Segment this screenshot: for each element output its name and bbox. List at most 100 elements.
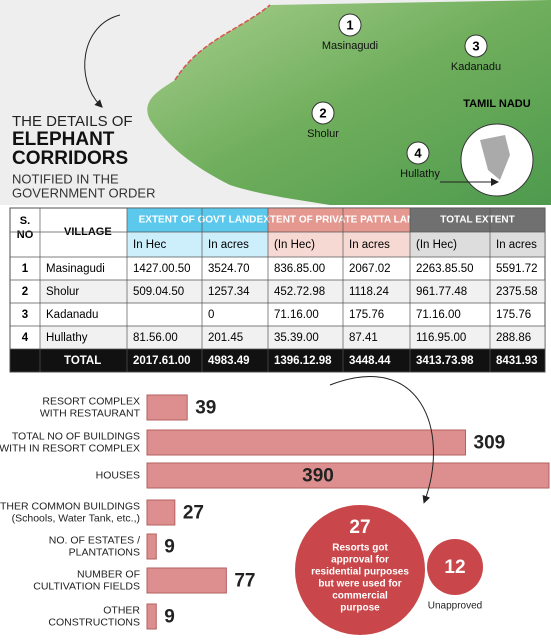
- callout-text: approval for: [331, 555, 389, 566]
- title-main: ELEPHANT: [12, 129, 115, 150]
- marker-name: Masinagudi: [322, 40, 378, 52]
- map: [147, 0, 551, 205]
- category-label: CULTIVATION FIELDS: [33, 580, 140, 592]
- subheader: (In Hec): [416, 239, 457, 251]
- callout-circle: [295, 505, 425, 635]
- subheader: In acres: [496, 239, 537, 251]
- category-label: TOTAL NO OF BUILDINGS: [12, 430, 140, 442]
- table-cell: 1: [22, 263, 29, 275]
- group-header-bg: [127, 208, 268, 232]
- inset-label: TAMIL NADU: [463, 98, 530, 110]
- marker-name: Sholur: [307, 128, 339, 140]
- bar: [146, 462, 550, 489]
- table-cell: 3: [22, 309, 28, 321]
- marker: [464, 34, 488, 58]
- table-cell: 509.04.50: [133, 286, 184, 298]
- table-cell: 836.85.00: [274, 263, 325, 275]
- callout-value: 27: [349, 517, 370, 538]
- category-label: WITH RESTAURANT: [40, 407, 141, 419]
- table-cell: Kadanadu: [46, 309, 98, 321]
- callout-text: residential purposes: [311, 567, 409, 578]
- value-label: 9: [164, 537, 175, 558]
- table-cell: 201.45: [208, 332, 243, 344]
- marker-number: 4: [414, 145, 422, 160]
- callout-text: commercial: [332, 591, 388, 602]
- bar: [146, 567, 227, 594]
- total-cell: 8431.93: [496, 355, 538, 367]
- total-cell: 2017.61.00: [133, 355, 191, 367]
- marker: [338, 13, 362, 37]
- table-cell: 71.16.00: [274, 309, 319, 321]
- category-label: NUMBER OF: [77, 568, 140, 580]
- title-line: THE DETAILS OF: [12, 113, 133, 130]
- table-cell: 4: [22, 332, 29, 344]
- table-cell: 5591.72: [496, 263, 538, 275]
- total-bg: [10, 349, 545, 372]
- category-label: NO. OF ESTATES /: [49, 534, 140, 546]
- table-cell: 2263.85.50: [416, 263, 474, 275]
- value-label: 309: [474, 433, 506, 454]
- category-label: PLANTATIONS: [69, 546, 140, 558]
- table-cell: 288.86: [496, 332, 531, 344]
- callout-value: 12: [444, 557, 465, 578]
- subheader: In acres: [208, 239, 249, 251]
- group-header: EXTENT OF PRIVATE PATTA LAND: [257, 215, 422, 226]
- table-cell: 0: [208, 309, 214, 321]
- row-bg: [40, 326, 545, 349]
- table-cell: 175.76: [496, 309, 531, 321]
- marker-number: 1: [346, 17, 353, 32]
- category-label: CONSTRUCTIONS: [48, 616, 140, 628]
- category-label: WITH IN RESORT COMPLEX: [0, 442, 140, 454]
- callout-arrow: [329, 376, 434, 504]
- subheader-bg: [127, 232, 268, 257]
- callout-text: purpose: [340, 603, 380, 614]
- category-label: OTHER COMMON BUILDINGS: [0, 500, 140, 512]
- total-cell: 3413.73.98: [416, 355, 474, 367]
- title-sub: GOVERNMENT ORDER: [12, 185, 156, 200]
- table-cell: 71.16.00: [416, 309, 461, 321]
- table-cell: 1257.34: [208, 286, 250, 298]
- table-cell: 35.39.00: [274, 332, 319, 344]
- table-cell: 175.76: [349, 309, 384, 321]
- marker-number: 2: [319, 105, 326, 120]
- bar: [146, 394, 188, 421]
- table-cell: 2: [22, 286, 28, 298]
- marker-name: Hullathy: [400, 168, 440, 180]
- table-cell: 2067.02: [349, 263, 391, 275]
- bar: [146, 603, 157, 630]
- table-cell: 81.56.00: [133, 332, 178, 344]
- callout-circle: [427, 539, 483, 595]
- subheader-bg: [268, 232, 410, 257]
- group-header: EXTENT OF GOVT LAND: [139, 215, 257, 226]
- value-label: 77: [234, 571, 255, 592]
- subheader: In acres: [349, 239, 390, 251]
- category-label: (Schools, Water Tank, etc.,): [12, 512, 140, 524]
- table-cell: Masinagudi: [46, 263, 105, 275]
- group-header-bg: [268, 208, 410, 232]
- table-cell: 87.41: [349, 332, 378, 344]
- marker: [311, 101, 335, 125]
- value-label: 27: [183, 503, 204, 524]
- subheader-bg: [410, 232, 545, 257]
- marker: [406, 141, 430, 165]
- bar: [146, 499, 176, 526]
- subheader: In Hec: [133, 239, 166, 251]
- subheader: (In Hec): [274, 239, 315, 251]
- table-cell: 3524.70: [208, 263, 250, 275]
- table-header: S.: [20, 215, 30, 227]
- table-cell: 452.72.98: [274, 286, 325, 298]
- border: [174, 4, 271, 81]
- value-label: 9: [164, 607, 175, 628]
- group-header: TOTAL EXTENT: [440, 215, 514, 226]
- inset-map: [480, 135, 510, 180]
- callout-text: but were used for: [318, 579, 401, 590]
- table-cell: 2375.58: [496, 286, 538, 298]
- group-header-bg: [410, 208, 545, 232]
- value-label: 39: [195, 398, 216, 419]
- table-cell: 116.95.00: [416, 332, 466, 344]
- table-cell: Sholur: [46, 286, 79, 298]
- table-header: NO: [17, 229, 34, 241]
- title-arrow: [84, 14, 121, 108]
- marker-name: Kadanadu: [451, 61, 501, 73]
